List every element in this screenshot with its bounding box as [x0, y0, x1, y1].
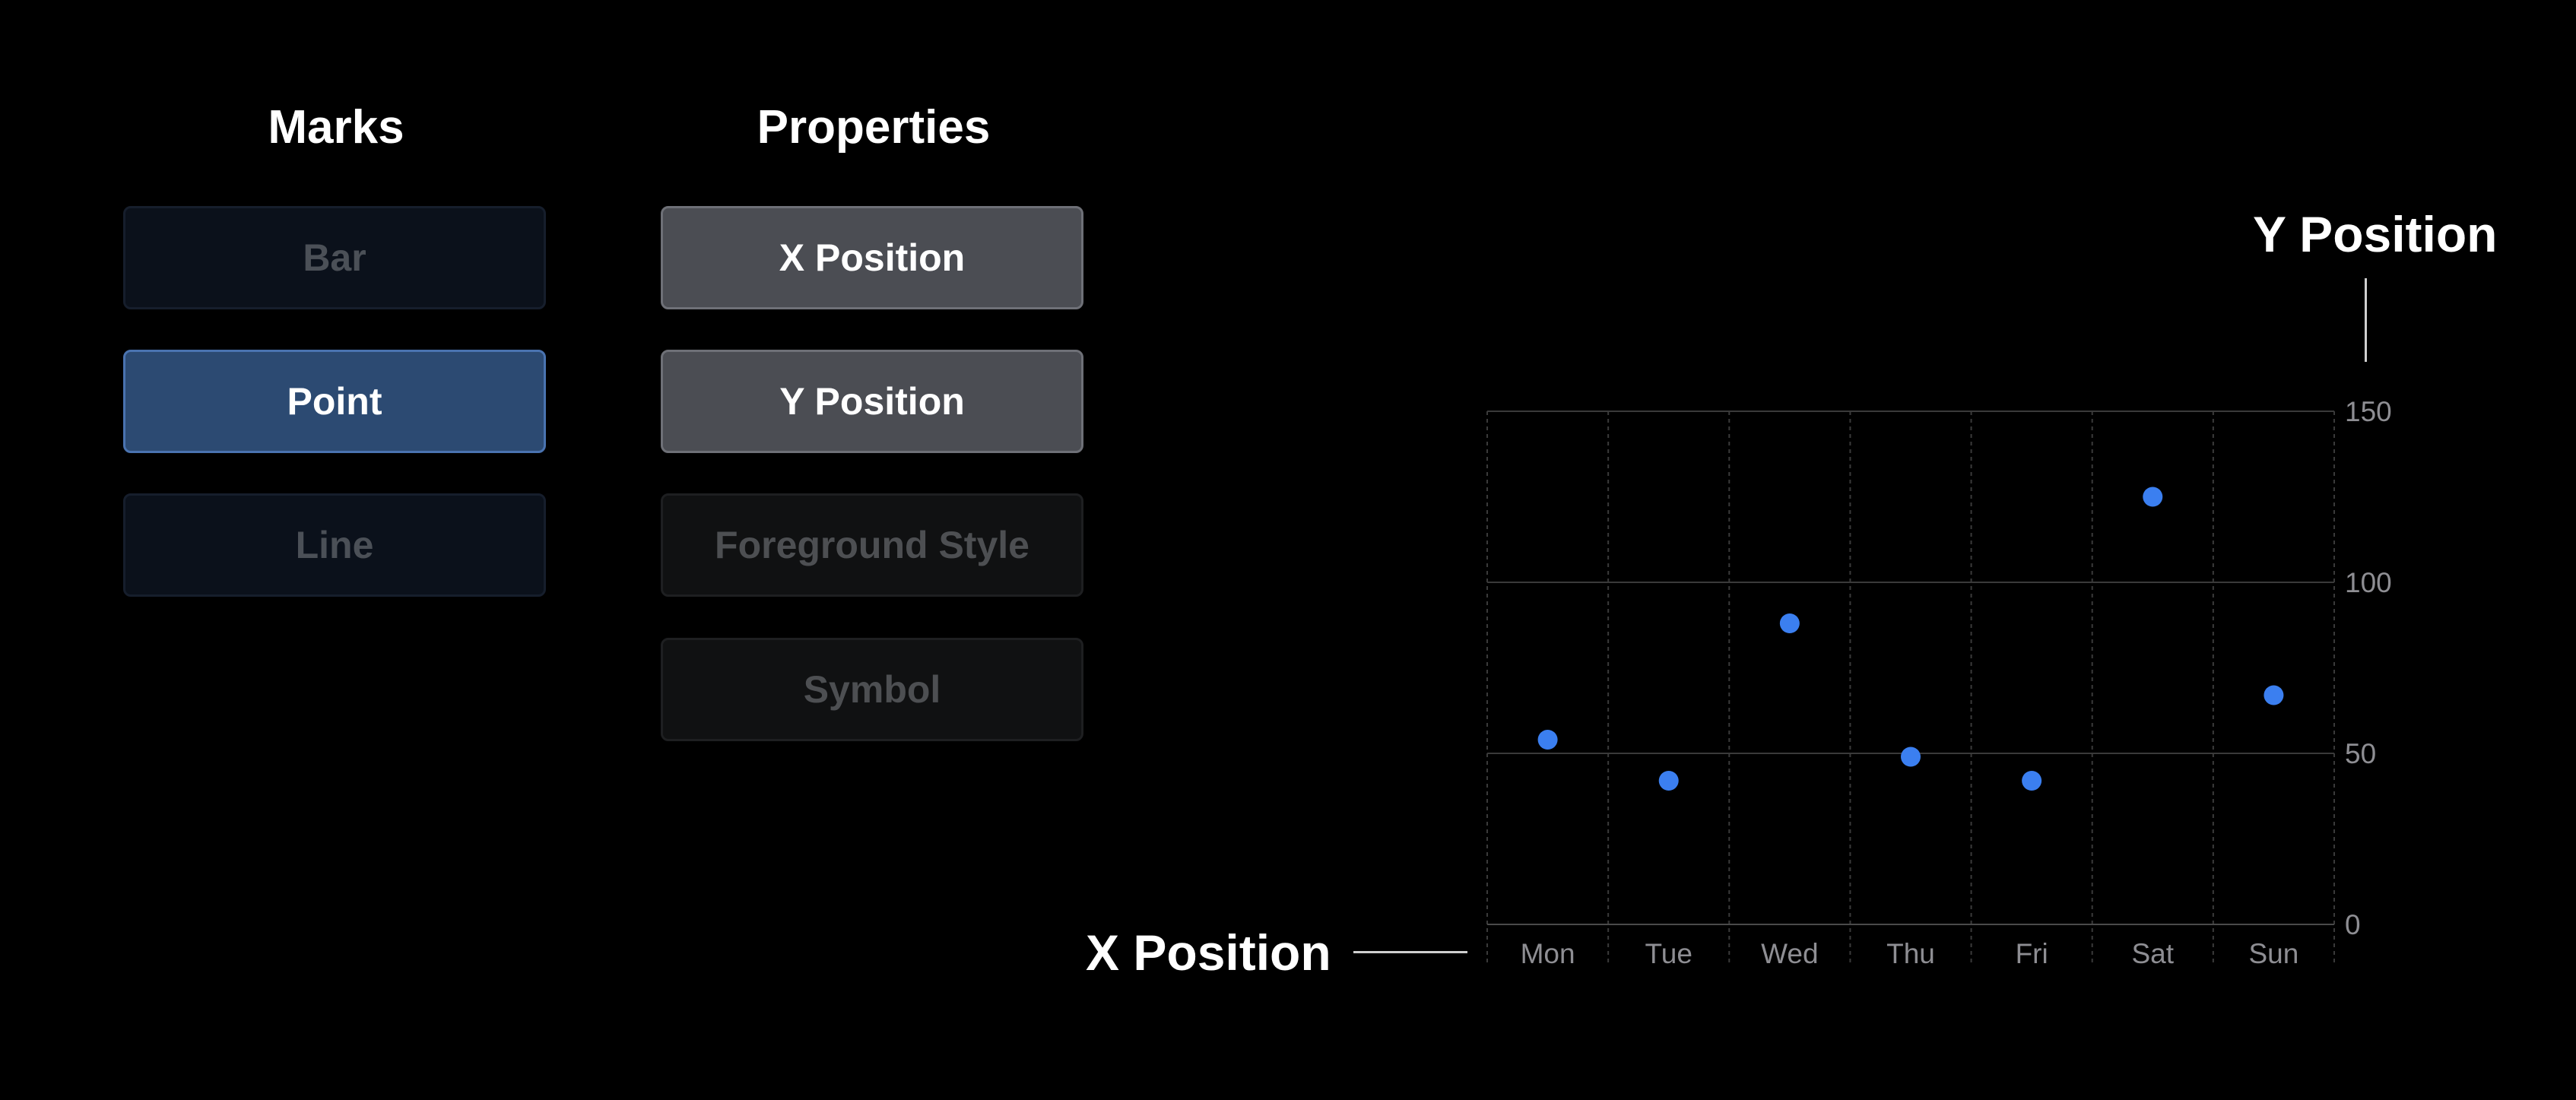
y-tick-label: 150: [2345, 396, 2392, 427]
mark-line-button[interactable]: Line: [123, 493, 546, 597]
y-position-callout-line: [2365, 278, 2367, 362]
mark-bar-button[interactable]: Bar: [123, 206, 546, 309]
data-point: [1779, 613, 1800, 633]
data-point: [2022, 771, 2042, 791]
y-position-callout: Y Position: [2253, 206, 2498, 262]
x-tick-label: Thu: [1886, 938, 1935, 969]
y-tick-label: 50: [2345, 738, 2376, 769]
data-point: [1658, 771, 1679, 791]
mark-point-button[interactable]: Point: [123, 350, 546, 453]
property-y-position-button[interactable]: Y Position: [661, 350, 1083, 453]
properties-title: Properties: [757, 101, 991, 154]
y-tick-label: 100: [2345, 567, 2392, 598]
x-position-callout: X Position: [1086, 924, 1331, 981]
marks-title: Marks: [268, 101, 404, 154]
data-point: [1537, 730, 1558, 750]
property-symbol-button[interactable]: Symbol: [661, 638, 1083, 741]
x-tick-label: Wed: [1761, 938, 1818, 969]
property-x-position-button[interactable]: X Position: [661, 206, 1083, 309]
x-tick-label: Fri: [2016, 938, 2048, 969]
property-foreground-style-button[interactable]: Foreground Style: [661, 493, 1083, 597]
x-position-callout-line: [1353, 951, 1467, 953]
x-tick-label: Mon: [1521, 938, 1575, 969]
x-tick-label: Sat: [2132, 938, 2175, 969]
data-point: [2143, 487, 2163, 507]
data-point: [2264, 685, 2284, 705]
data-point: [1901, 747, 1921, 767]
x-tick-label: Sun: [2249, 938, 2299, 969]
x-tick-label: Tue: [1645, 938, 1692, 969]
y-tick-label: 0: [2345, 909, 2361, 940]
